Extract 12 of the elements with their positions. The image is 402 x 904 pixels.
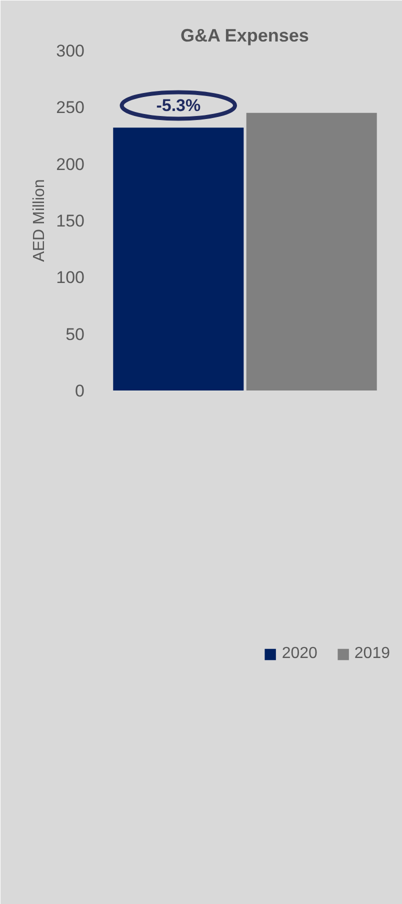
y-tick-label: 100: [56, 268, 85, 288]
y-tick-label: 250: [56, 98, 85, 118]
legend-label: 2020: [282, 645, 318, 663]
y-axis-title: AED Million: [31, 179, 48, 262]
legend-label: 2019: [354, 645, 390, 663]
y-tick-label: 200: [56, 154, 85, 174]
annotation: -5.3%: [156, 96, 201, 115]
y-tick-label: 0: [75, 382, 85, 400]
y-tick-label: 300: [56, 42, 85, 60]
y-tick-label: 50: [66, 324, 85, 344]
y-tick-label: 150: [56, 212, 85, 230]
chart-title: G&A Expenses: [180, 26, 309, 46]
